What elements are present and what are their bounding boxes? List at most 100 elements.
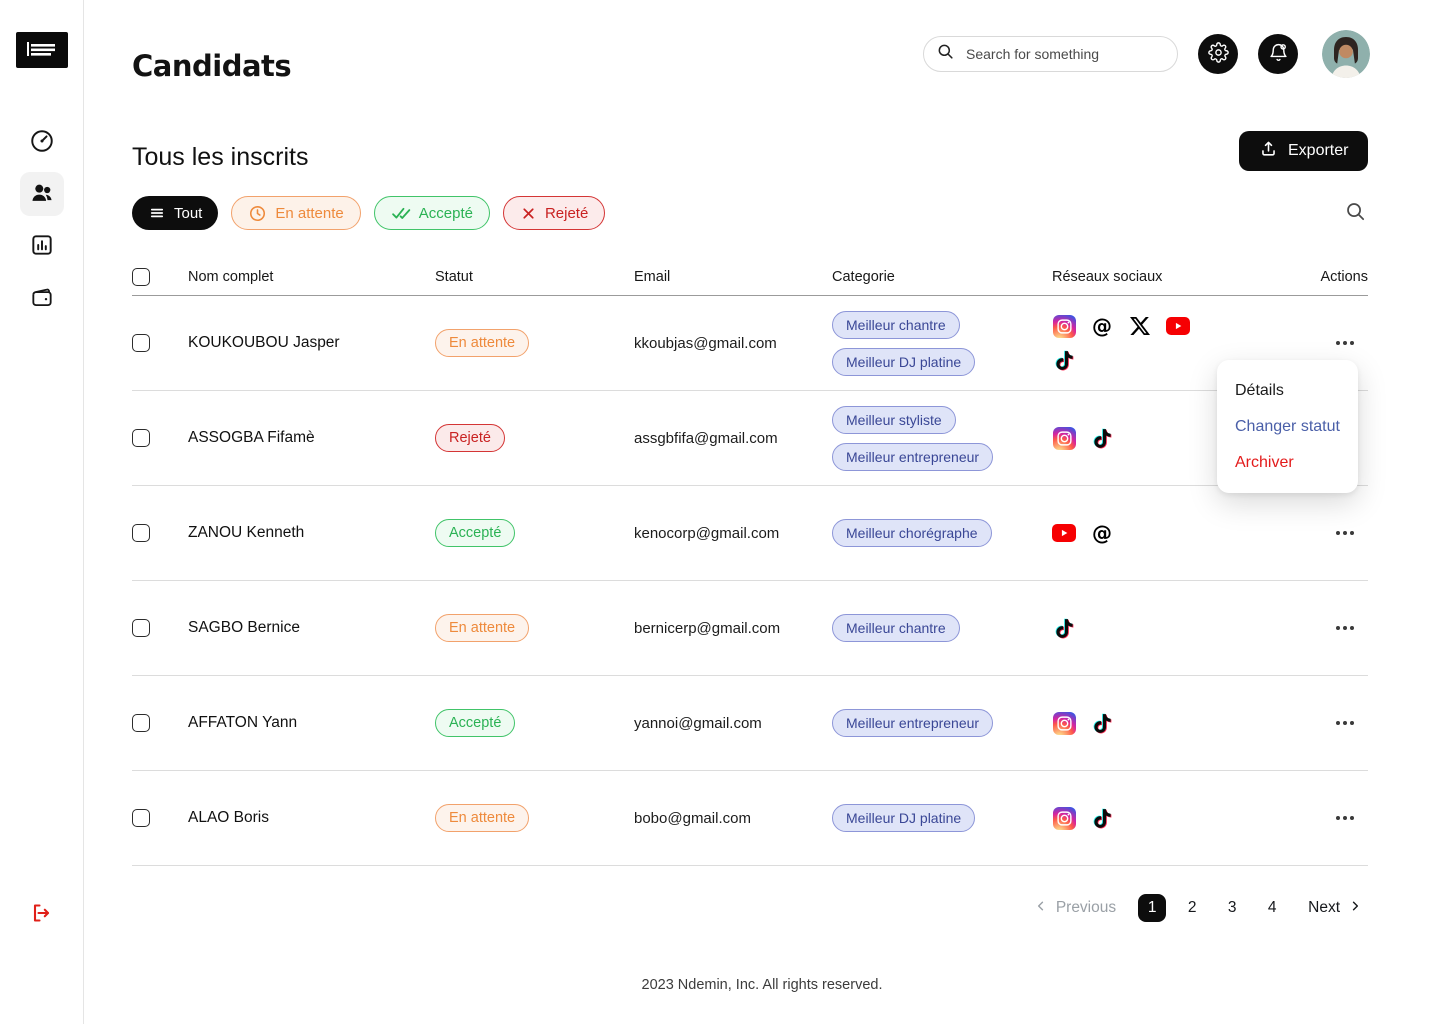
global-search bbox=[923, 36, 1178, 72]
status-cell: Accepté bbox=[435, 519, 634, 547]
threads-icon[interactable]: @ bbox=[1092, 521, 1112, 545]
category-pill: Meilleur chantre bbox=[832, 310, 960, 339]
youtube-icon[interactable] bbox=[1052, 521, 1076, 545]
category-cell: Meilleur styliste Meilleur entrepreneur bbox=[832, 405, 1052, 471]
row-actions-button[interactable] bbox=[1334, 715, 1356, 731]
tiktok-icon[interactable] bbox=[1090, 806, 1114, 830]
row-checkbox[interactable] bbox=[132, 524, 150, 542]
table-row: KOUKOUBOU Jasper En attente kkoubjas@gmail… bbox=[132, 296, 1368, 391]
sidebar-item-candidates[interactable] bbox=[19, 172, 64, 216]
filter-label: Tout bbox=[174, 204, 203, 222]
candidate-email: bobo@gmail.com bbox=[634, 809, 751, 827]
tiktok-icon[interactable] bbox=[1090, 426, 1114, 450]
tiktok-icon[interactable] bbox=[1090, 711, 1114, 735]
status-badge: Rejeté bbox=[435, 424, 505, 452]
status-badge: En attente bbox=[435, 329, 530, 357]
candidate-email: kkoubjas@gmail.com bbox=[634, 334, 777, 352]
category-pill: Meilleur chorégraphe bbox=[832, 519, 992, 547]
x-icon[interactable] bbox=[1128, 314, 1152, 338]
row-checkbox[interactable] bbox=[132, 619, 150, 637]
status-badge: Accepté bbox=[435, 519, 516, 547]
user-avatar[interactable] bbox=[1322, 30, 1370, 78]
menu-item-change-status[interactable]: Changer statut bbox=[1217, 409, 1358, 445]
instagram-icon[interactable] bbox=[1052, 806, 1076, 830]
candidate-email: yannoi@gmail.com bbox=[634, 714, 762, 732]
youtube-icon[interactable] bbox=[1166, 314, 1190, 338]
search-icon bbox=[1344, 203, 1367, 226]
row-actions-button[interactable] bbox=[1334, 620, 1356, 636]
candidate-name: KOUKOUBOU Jasper bbox=[188, 334, 340, 351]
actions-cell bbox=[1334, 335, 1368, 351]
filter-all[interactable]: Tout bbox=[132, 196, 219, 230]
brand-logo[interactable] bbox=[16, 32, 68, 68]
sidebar-item-wallet[interactable] bbox=[20, 276, 64, 320]
settings-button[interactable] bbox=[1198, 34, 1238, 74]
social-icons-cell: @ bbox=[1052, 314, 1194, 372]
row-actions-button[interactable] bbox=[1334, 525, 1356, 541]
notifications-button[interactable] bbox=[1258, 34, 1298, 74]
previous-page-button[interactable]: Previous bbox=[1028, 898, 1122, 919]
row-actions-button[interactable] bbox=[1334, 335, 1356, 351]
social-icons-cell bbox=[1052, 806, 1194, 830]
instagram-icon[interactable] bbox=[1052, 711, 1076, 735]
sidebar-item-statistics[interactable] bbox=[20, 224, 64, 268]
gear-icon bbox=[1207, 42, 1229, 66]
page-button-3[interactable]: 3 bbox=[1218, 894, 1246, 922]
sidebar-item-dashboard[interactable] bbox=[20, 120, 64, 164]
status-cell: Rejeté bbox=[435, 424, 634, 452]
row-checkbox[interactable] bbox=[132, 334, 150, 352]
category-cell: Meilleur DJ platine bbox=[832, 804, 1052, 832]
copyright-text: 2023 Ndemin, Inc. All rights reserved. bbox=[641, 977, 883, 993]
select-all-checkbox[interactable] bbox=[132, 267, 150, 286]
filter-accepted[interactable]: Accepté bbox=[373, 196, 490, 230]
instagram-icon[interactable] bbox=[1052, 314, 1076, 338]
filter-rejected[interactable]: Rejeté bbox=[502, 196, 606, 230]
candidate-email: assgbfifa@gmail.com bbox=[634, 429, 778, 447]
candidate-email: kenocorp@gmail.com bbox=[634, 524, 780, 542]
previous-label: Previous bbox=[1055, 899, 1117, 916]
row-checkbox[interactable] bbox=[132, 429, 150, 447]
category-pill: Meilleur styliste bbox=[832, 405, 956, 434]
logout-button[interactable] bbox=[18, 892, 62, 936]
menu-item-details[interactable]: Détails bbox=[1217, 373, 1358, 409]
social-icons-cell bbox=[1052, 426, 1194, 450]
page-button-2[interactable]: 2 bbox=[1178, 894, 1206, 922]
row-actions-button[interactable] bbox=[1334, 810, 1356, 826]
column-header-r-seaux-sociaux: Réseaux sociaux bbox=[1052, 268, 1163, 285]
category-pill: Meilleur entrepreneur bbox=[832, 442, 994, 471]
column-header-actions: Actions bbox=[1320, 268, 1368, 285]
logout-icon bbox=[28, 901, 52, 928]
search-input[interactable] bbox=[964, 45, 1165, 63]
row-actions-menu: Détails Changer statut Archiver bbox=[1217, 360, 1358, 493]
instagram-icon[interactable] bbox=[1052, 426, 1076, 450]
next-page-button[interactable]: Next bbox=[1302, 898, 1368, 919]
tiktok-icon[interactable] bbox=[1052, 616, 1076, 640]
upload-icon bbox=[1259, 139, 1278, 163]
tiktok-icon[interactable] bbox=[1052, 348, 1076, 372]
actions-cell bbox=[1334, 525, 1368, 541]
row-checkbox[interactable] bbox=[132, 714, 150, 732]
social-icons-cell bbox=[1052, 711, 1194, 735]
status-badge: En attente bbox=[435, 614, 530, 642]
category-pill: Meilleur DJ platine bbox=[832, 804, 976, 832]
category-pill: Meilleur chantre bbox=[832, 614, 960, 642]
candidate-name: ASSOGBA Fifamè bbox=[188, 429, 315, 446]
actions-cell bbox=[1334, 715, 1368, 731]
page-button-1[interactable]: 1 bbox=[1138, 894, 1167, 922]
actions-cell bbox=[1334, 620, 1368, 636]
page-button-4[interactable]: 4 bbox=[1258, 894, 1286, 922]
x-mark-icon bbox=[520, 205, 537, 222]
filter-label: Rejeté bbox=[544, 204, 589, 222]
row-checkbox[interactable] bbox=[132, 809, 150, 827]
social-icons-cell: @ bbox=[1052, 521, 1194, 545]
export-button[interactable]: Exporter bbox=[1239, 131, 1369, 171]
table-search-button[interactable] bbox=[1344, 200, 1367, 226]
filter-pending[interactable]: En attente bbox=[231, 196, 361, 230]
search-icon bbox=[936, 42, 955, 66]
candidates-table: Nom complet Statut Email Categorie Réseaux s… bbox=[132, 258, 1368, 866]
menu-item-archive[interactable]: Archiver bbox=[1217, 445, 1358, 481]
candidate-name: AFFATON Yann bbox=[188, 714, 298, 731]
dashboard-gauge-icon bbox=[29, 128, 55, 157]
filter-label: Accepté bbox=[418, 204, 473, 222]
threads-icon[interactable]: @ bbox=[1092, 314, 1112, 338]
